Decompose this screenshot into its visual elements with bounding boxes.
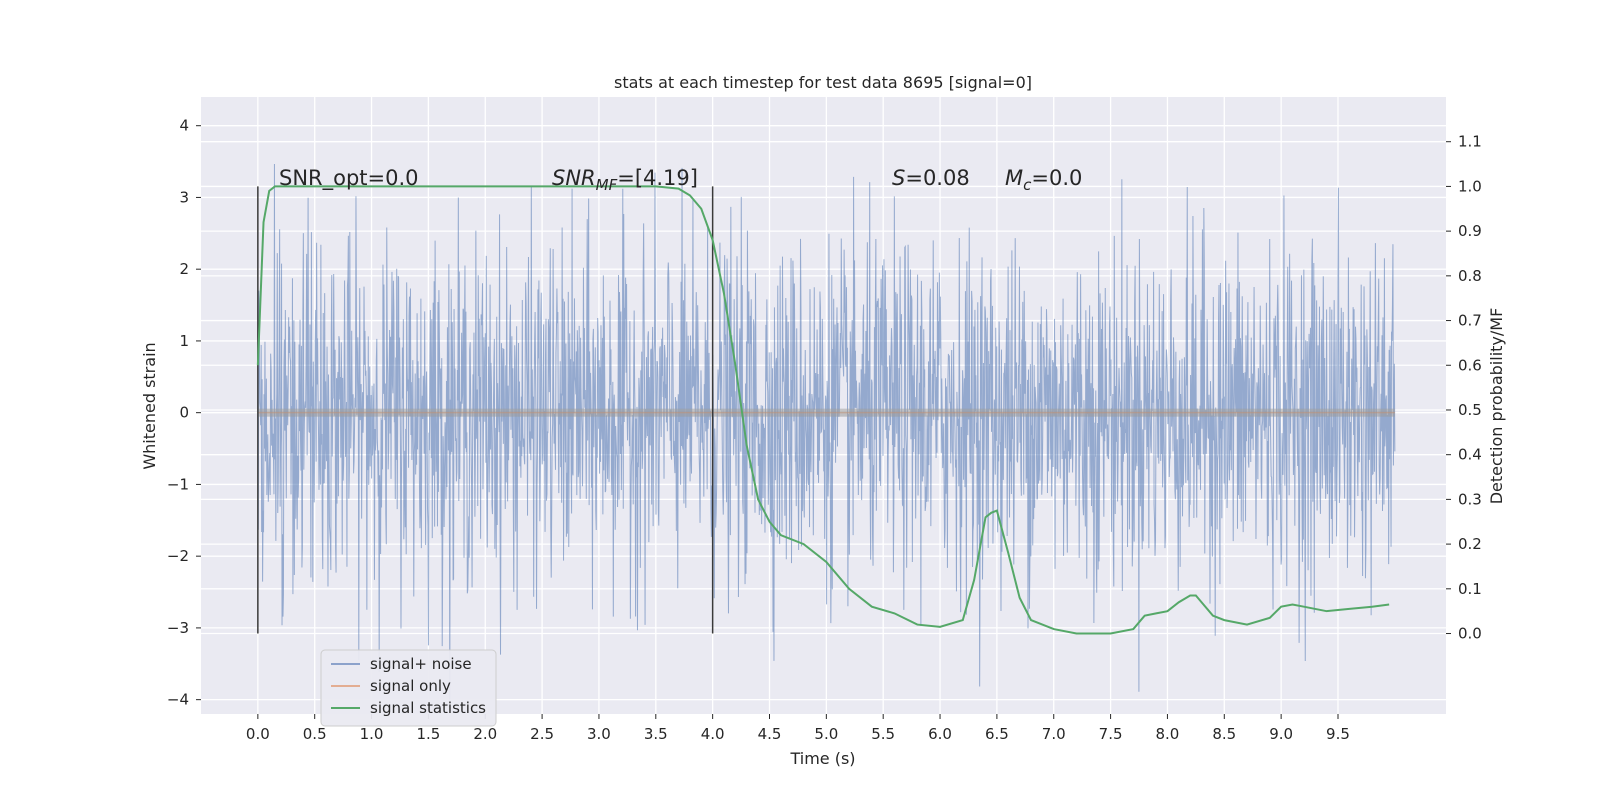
x-tick-label: 0.5 (303, 725, 327, 743)
y2-tick-label: 0.3 (1458, 490, 1482, 508)
y2-tick-label: 0.5 (1458, 401, 1482, 419)
y2-axis-label: Detection probability/MF (1487, 308, 1506, 505)
y2-tick-label: 0.6 (1458, 356, 1482, 374)
y-axis-label: Whitened strain (140, 342, 159, 469)
x-tick-label: 1.5 (416, 725, 440, 743)
legend-label-signal-statistics: signal statistics (370, 699, 486, 717)
y2-tick-label: 1.0 (1458, 177, 1482, 195)
x-tick-label: 2.5 (530, 725, 554, 743)
y2-tick-label: 0.9 (1458, 222, 1482, 240)
y-tick-label: 3 (179, 188, 189, 206)
x-tick-label: 7.0 (1042, 725, 1066, 743)
y2-tick-label: 0.4 (1458, 446, 1482, 464)
y-tick-label: −1 (167, 475, 189, 493)
legend-label-signal-only: signal only (370, 677, 451, 695)
y-tick-label: −4 (167, 691, 189, 709)
x-tick-label: 6.5 (985, 725, 1009, 743)
x-tick-label: 0.0 (246, 725, 270, 743)
x-tick-label: 8.0 (1156, 725, 1180, 743)
x-axis-label: Time (s) (789, 749, 855, 768)
vertical-markers (257, 186, 714, 634)
y-tick-label: 0 (179, 404, 189, 422)
x-tick-label: 5.5 (871, 725, 895, 743)
y-tick-label: 4 (179, 117, 189, 135)
legend: signal+ noise signal only signal statist… (320, 649, 497, 727)
y2-tick-label: 0.1 (1458, 580, 1482, 598)
y2-ticks: 1.1 1.0 0.9 0.8 0.7 0.6 0.5 0.4 0.3 0.2 0.1 0.0 (1446, 133, 1482, 643)
y2-tick-label: 0.7 (1458, 312, 1482, 330)
annotation-snr-opt: SNR_opt=0.0 (279, 166, 419, 191)
x-tick-label: 3.5 (644, 725, 668, 743)
y-tick-label: 1 (179, 332, 189, 350)
annotation-snr-mf: SNRMF=[4.19] (552, 166, 698, 194)
x-tick-label: 6.0 (928, 725, 952, 743)
annotation-s: S=0.08 (892, 166, 970, 190)
signal-statistics-series (256, 185, 1390, 635)
x-tick-label: 8.5 (1212, 725, 1236, 743)
x-tick-label: 4.0 (701, 725, 725, 743)
y-tick-label: 2 (179, 260, 189, 278)
legend-box (320, 649, 497, 727)
annotation-mc: Mc=0.0 (1005, 166, 1082, 194)
x-tick-label: 1.0 (360, 725, 384, 743)
y-tick-label: −2 (167, 547, 189, 565)
y2-tick-label: 0.8 (1458, 267, 1482, 285)
legend-label-signal-noise: signal+ noise (370, 655, 472, 673)
x-tick-label: 4.5 (758, 725, 782, 743)
y-tick-label: −3 (167, 619, 189, 637)
signal-only-series (257, 408, 1395, 417)
x-ticks: 0.0 0.5 1.0 1.5 2.0 2.5 3.0 3.5 4.0 4.5 5.0 5.5 6.0 6… (246, 714, 1350, 743)
y2-tick-label: 0.0 (1458, 625, 1482, 643)
y-ticks: 4 3 2 1 0 −1 −2 −3 −4 (167, 117, 201, 709)
x-tick-label: 9.5 (1326, 725, 1350, 743)
x-tick-label: 9.0 (1269, 725, 1293, 743)
x-tick-label: 5.0 (814, 725, 838, 743)
x-tick-label: 7.5 (1099, 725, 1123, 743)
x-tick-label: 2.0 (473, 725, 497, 743)
y2-tick-label: 1.1 (1458, 133, 1482, 151)
chart-title: stats at each timestep for test data 869… (614, 73, 1032, 92)
x-tick-label: 3.0 (587, 725, 611, 743)
signal-only-band (257, 408, 1395, 417)
y2-tick-label: 0.2 (1458, 535, 1482, 553)
signal-statistics-line (256, 185, 1390, 635)
